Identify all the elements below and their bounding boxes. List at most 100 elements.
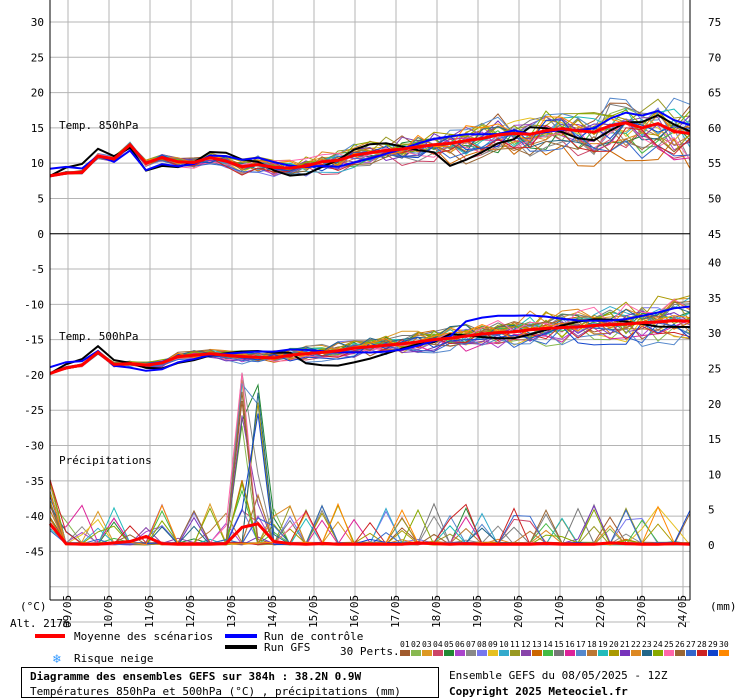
pert-legend-number: 18 — [587, 640, 597, 649]
control-t500-line — [49, 305, 691, 372]
pert-legend-number: 25 — [664, 640, 674, 649]
x-tick-label: 09/05 — [61, 595, 74, 628]
pert-legend-number: 30 — [719, 640, 729, 649]
pert-legend-swatch — [598, 650, 608, 656]
right-top-tick-label: 55 — [708, 157, 721, 170]
control-t850-line — [49, 109, 691, 172]
pert-legend-number: 05 — [444, 640, 454, 649]
right-bottom-tick-label: 25 — [708, 363, 721, 376]
legend-control-label: Run de contrôle — [264, 630, 363, 643]
tick-labels: 302520151050-5-10-15-20-25-30-35-40-4575… — [24, 16, 721, 628]
left-tick-label: -45 — [24, 545, 44, 558]
pert-legend-number: 01 — [400, 640, 410, 649]
left-tick-label: 0 — [37, 228, 44, 241]
left-tick-label: -25 — [24, 404, 44, 417]
x-tick-label: 21/05 — [553, 595, 566, 628]
right-top-tick-label: 50 — [708, 192, 721, 205]
pert-t500-line — [49, 298, 691, 373]
right-top-tick-label: 60 — [708, 122, 721, 135]
x-tick-label: 22/05 — [594, 595, 607, 628]
left-tick-label: -15 — [24, 334, 44, 347]
pert-legend-swatch — [565, 650, 575, 656]
right-bottom-tick-label: 20 — [708, 398, 721, 411]
right-bottom-tick-label: 40 — [708, 257, 721, 270]
mean-precip-line — [48, 522, 691, 546]
left-tick-label: -35 — [24, 475, 44, 488]
left-tick-label: 25 — [31, 51, 44, 64]
x-tick-label: 13/05 — [225, 595, 238, 628]
pert-legend-number: 17 — [576, 640, 586, 649]
pert-legend-number: 22 — [631, 640, 641, 649]
pert-legend-swatch — [444, 650, 454, 656]
mean-t500-line — [49, 319, 691, 375]
pert-t850-line — [49, 115, 691, 178]
pert-legend-number: 16 — [565, 640, 575, 649]
right-bottom-tick-label: 35 — [708, 292, 721, 305]
gfs-t850-line — [49, 114, 691, 177]
left-tick-label: -5 — [31, 263, 44, 276]
x-tick-label: 23/05 — [635, 595, 648, 628]
pert-legend-swatch — [521, 650, 531, 656]
x-tick-label: 16/05 — [348, 595, 361, 628]
x-tick-label: 20/05 — [512, 595, 525, 628]
pert-legend-swatch — [686, 650, 696, 656]
pert-legend-number: 20 — [609, 640, 619, 649]
pert-legend-number: 24 — [653, 640, 663, 649]
legend-snow-label: Risque neige — [74, 652, 153, 665]
pert-legend-swatch — [719, 650, 729, 656]
right-unit-label: (mm) — [710, 600, 737, 613]
pert-legend-number: 28 — [697, 640, 707, 649]
copyright: Copyright 2025 Meteociel.fr — [449, 685, 628, 698]
x-tick-label: 11/05 — [143, 595, 156, 628]
pert-legend-number: 08 — [477, 640, 487, 649]
main-series-lines — [48, 109, 691, 546]
pert-legend-swatch — [532, 650, 542, 656]
chart-grid — [50, 0, 690, 623]
pert-legend-swatch — [587, 650, 597, 656]
run-info: Ensemble GEFS du 08/05/2025 - 12Z — [449, 669, 668, 682]
pert-legend-number: 14 — [543, 640, 553, 649]
pert-legend-number: 03 — [422, 640, 432, 649]
snow-icon: ❄ — [52, 652, 61, 667]
pert-legend-number: 07 — [466, 640, 476, 649]
pert-t500-line — [49, 311, 691, 375]
pert-precip-line — [49, 413, 691, 546]
footer-subtitle: Températures 850hPa et 500hPa (°C) , pré… — [30, 685, 401, 698]
x-tick-label: 14/05 — [266, 595, 279, 628]
pert-legend-number: 15 — [554, 640, 564, 649]
panel-label-t500: Temp. 500hPa — [59, 330, 138, 343]
right-bottom-tick-label: 15 — [708, 433, 721, 446]
x-tick-label: 10/05 — [102, 595, 115, 628]
pert-legend-swatch — [400, 650, 410, 656]
pert-t850-line — [49, 136, 691, 177]
pert-legend-swatch — [642, 650, 652, 656]
pert-legend-swatch — [708, 650, 718, 656]
pert-legend-number: 26 — [675, 640, 685, 649]
pert-legend-number: 21 — [620, 640, 630, 649]
pert-legend-swatch — [620, 650, 630, 656]
right-bottom-tick-label: 10 — [708, 468, 721, 481]
pert-legend-swatch — [477, 650, 487, 656]
pert-legend-swatch — [675, 650, 685, 656]
perturbation-lines — [49, 97, 691, 547]
pert-legend-swatch — [433, 650, 443, 656]
right-top-tick-label: 45 — [708, 228, 721, 241]
pert-legend-swatch — [510, 650, 520, 656]
pert-legend-number: 13 — [532, 640, 542, 649]
pert-legend-number: 12 — [521, 640, 531, 649]
mean-t850-line — [49, 121, 691, 178]
left-tick-label: 15 — [31, 122, 44, 135]
pert-legend-swatch — [466, 650, 476, 656]
right-top-tick-label: 70 — [708, 51, 721, 64]
left-unit-label: (°C) — [20, 600, 47, 613]
pert-precip-line — [49, 415, 691, 546]
pert-legend-swatch — [664, 650, 674, 656]
altitude-label: Alt. 217m — [10, 617, 70, 630]
right-top-tick-label: 65 — [708, 87, 721, 100]
pert-legend-number: 23 — [642, 640, 652, 649]
left-tick-label: -40 — [24, 510, 44, 523]
pert-legend-swatch — [411, 650, 421, 656]
pert-legend-swatch — [488, 650, 498, 656]
legend-mean-label: Moyenne des scénarios — [74, 630, 213, 643]
pert-legend-swatch — [631, 650, 641, 656]
